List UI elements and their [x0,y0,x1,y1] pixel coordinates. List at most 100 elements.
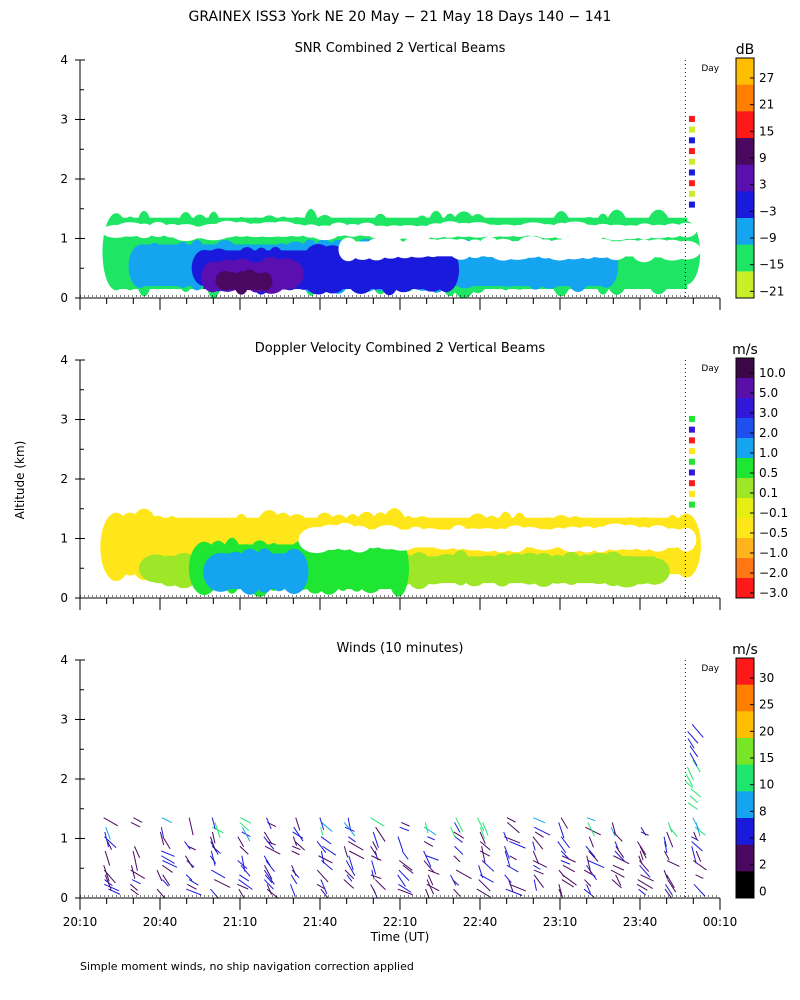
y-tick-label: 3 [60,113,68,127]
wind-barb [453,888,461,897]
wind-barb [266,888,279,898]
wind-barb [162,874,171,886]
colorbar-tick-label: 21 [759,98,774,112]
wind-barb [103,865,110,882]
y-tick-label: 0 [60,291,68,305]
range-gate [688,415,695,422]
range-gate [688,148,695,155]
colorbar-segment [736,358,754,379]
y-tick-label: 4 [60,653,68,667]
wind-barb [691,723,704,738]
wind-barb [134,860,138,871]
wind-barb [667,879,677,893]
wind-barb [557,841,567,854]
wind-barb [371,860,377,875]
wind-barb [690,788,702,798]
wind-barb [210,888,219,898]
wind-barb [184,841,191,850]
wind-barb [533,874,544,888]
wind-barb [691,841,703,852]
wind-barb [693,883,706,897]
wind-barb [687,738,695,749]
plot-area [101,115,701,298]
colorbar-tick-label: −15 [759,258,784,272]
wind-barb [479,827,486,839]
wind-barb [397,836,404,852]
wind-barb [639,864,651,878]
wind-barb [397,874,406,887]
colorbar-segment [736,438,754,459]
wind-barb [316,841,327,853]
wind-barb [640,874,654,882]
wind-barb [477,817,485,832]
wind-barb [370,845,377,856]
wind-barb [610,869,625,878]
wind-barb [689,752,698,767]
colorbar-tick-label: 10.0 [759,366,786,380]
wind-barb [263,869,275,885]
wind-barb [263,836,275,850]
wind-barb [320,850,325,864]
y-tick-label: 3 [60,713,68,727]
wind-barb [316,869,329,883]
wind-barb [134,846,141,859]
wind-barb [289,884,296,897]
wind-barb [132,850,137,863]
colorbar-tick-label: 10 [759,778,774,792]
wind-barb [214,879,231,888]
wind-barb [693,831,698,841]
wind-barb [663,869,669,880]
colorbar-segment [736,111,754,139]
wind-barb [454,845,464,855]
colorbar-frame [735,657,755,899]
colorbar-tick-label: 9 [759,151,767,165]
y-tick-label: 0 [60,591,68,605]
wind-barb [450,826,456,838]
colorbar-tick-label: −0.5 [759,526,788,540]
range-gate [688,169,695,176]
wind-barb [237,883,249,890]
wind-barb [131,879,141,885]
wind-barb [343,822,356,837]
wind-barb [320,827,324,836]
wind-barb [292,831,304,839]
wind-barb [266,817,272,830]
wind-barb [319,817,325,831]
wind-barb [427,874,434,886]
wind-barb [239,822,250,831]
wind-barb [614,841,619,850]
wind-barb [585,845,596,858]
wind-barb [687,802,698,810]
wind-barb [424,822,429,834]
colorbar-segment [736,458,754,479]
wind-barb [322,845,337,856]
wind-barb [560,850,570,860]
colorbar-tick-label: 0.5 [759,466,778,480]
wind-barb [370,874,382,880]
wind-barb [585,826,601,836]
colorbar-tick-label: 15 [759,124,774,138]
wind-barb [666,874,675,888]
colorbar-segment [736,218,754,246]
wind-barb [610,826,616,837]
wind-barb [291,850,300,856]
colorbar-segment [736,871,754,899]
wind-barb [479,841,491,851]
colorbar-segment [736,398,754,419]
wind-barb [370,817,385,827]
wind-barb [478,865,484,879]
colorbar: dB 27 21 15 9 3 −3 −9 −15 −21 [735,42,784,299]
field-blob [675,222,697,238]
wind-barb [184,855,194,868]
plot-area [103,723,707,898]
colorbar-segment [736,58,754,86]
wind-barb [239,874,250,882]
wind-barb [211,817,216,830]
wind-barb [532,850,540,865]
wind-barb [240,817,252,824]
wind-barb [130,865,136,879]
plot-area [100,415,701,597]
colorbar-tick-label: −9 [759,231,777,245]
wind-barb [667,822,673,833]
wind-barb [294,841,306,851]
